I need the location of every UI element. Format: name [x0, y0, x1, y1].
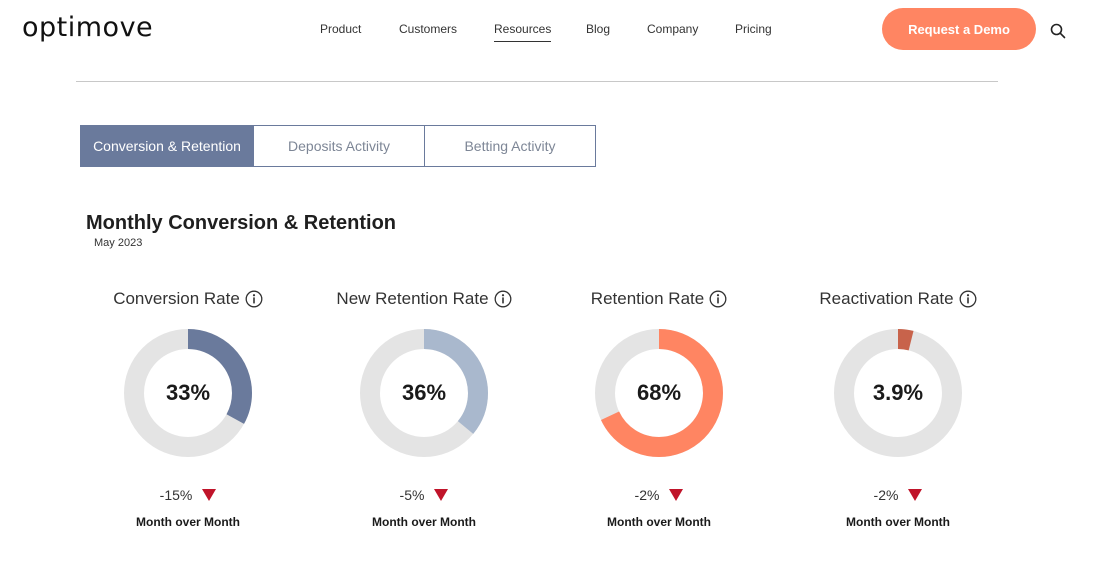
metric-title: New Retention Rate: [336, 289, 489, 308]
metric-card: New Retention Rate 36% -5% Month over Mo…: [304, 287, 544, 529]
donut-chart: 33%: [123, 328, 253, 458]
period-label: Month over Month: [136, 515, 240, 529]
down-arrow-icon: [434, 489, 449, 501]
donut-value: 68%: [636, 380, 682, 405]
info-icon[interactable]: [494, 290, 512, 308]
change-value: -15%: [159, 487, 193, 503]
change-value: -2%: [634, 487, 660, 503]
metric-card: Conversion Rate 33% -15% Month over Mont…: [68, 287, 308, 529]
metric-title: Conversion Rate: [113, 289, 240, 308]
change-value: -2%: [873, 487, 899, 503]
tab-betting-activity[interactable]: Betting Activity: [424, 125, 596, 167]
nav-resources[interactable]: Resources: [494, 22, 552, 42]
section-title: Monthly Conversion & Retention: [86, 212, 396, 234]
info-icon[interactable]: [959, 290, 977, 308]
metric-card: Reactivation Rate 3.9% -2% Month over Mo…: [778, 287, 1018, 529]
donut-chart: 36%: [359, 328, 489, 458]
period-label: Month over Month: [846, 515, 950, 529]
change-value: -5%: [399, 487, 425, 503]
section-date: May 2023: [94, 237, 143, 249]
period-label: Month over Month: [372, 515, 476, 529]
nav-company[interactable]: Company: [647, 22, 699, 36]
donut-value: 3.9%: [872, 380, 924, 405]
donut-arc: [834, 329, 962, 457]
donut-arc: [595, 329, 723, 457]
donut-value: 36%: [401, 380, 447, 405]
nav-pricing[interactable]: Pricing: [735, 22, 772, 36]
down-arrow-icon: [669, 489, 684, 501]
request-demo-button[interactable]: Request a Demo: [882, 8, 1036, 50]
metric-title: Retention Rate: [590, 289, 705, 308]
period-label: Month over Month: [607, 515, 711, 529]
donut-value: 33%: [165, 380, 211, 405]
donut-arc: [124, 329, 252, 457]
down-arrow-icon: [908, 489, 923, 501]
nav-product[interactable]: Product: [320, 22, 362, 36]
info-icon[interactable]: [709, 290, 727, 308]
header-divider: [76, 81, 998, 82]
nav-blog[interactable]: Blog: [586, 22, 611, 36]
main-nav: Product Customers Resources Blog Company…: [0, 22, 1100, 42]
info-icon[interactable]: [245, 290, 263, 308]
metric-card: Retention Rate 68% -2% Month over Month: [539, 287, 779, 529]
tab-deposits-activity[interactable]: Deposits Activity: [253, 125, 425, 167]
tab-conversion-retention[interactable]: Conversion & Retention: [80, 125, 254, 167]
donut-arc: [360, 329, 488, 457]
search-icon[interactable]: [1050, 23, 1066, 39]
donut-chart: 68%: [594, 328, 724, 458]
down-arrow-icon: [202, 489, 217, 501]
report-tabs: Conversion & Retention Deposits Activity…: [80, 125, 596, 167]
donut-chart: 3.9%: [833, 328, 963, 458]
optimove-logo[interactable]: optimove: [22, 12, 154, 43]
nav-customers[interactable]: Customers: [399, 22, 458, 36]
metric-title: Reactivation Rate: [819, 289, 954, 308]
